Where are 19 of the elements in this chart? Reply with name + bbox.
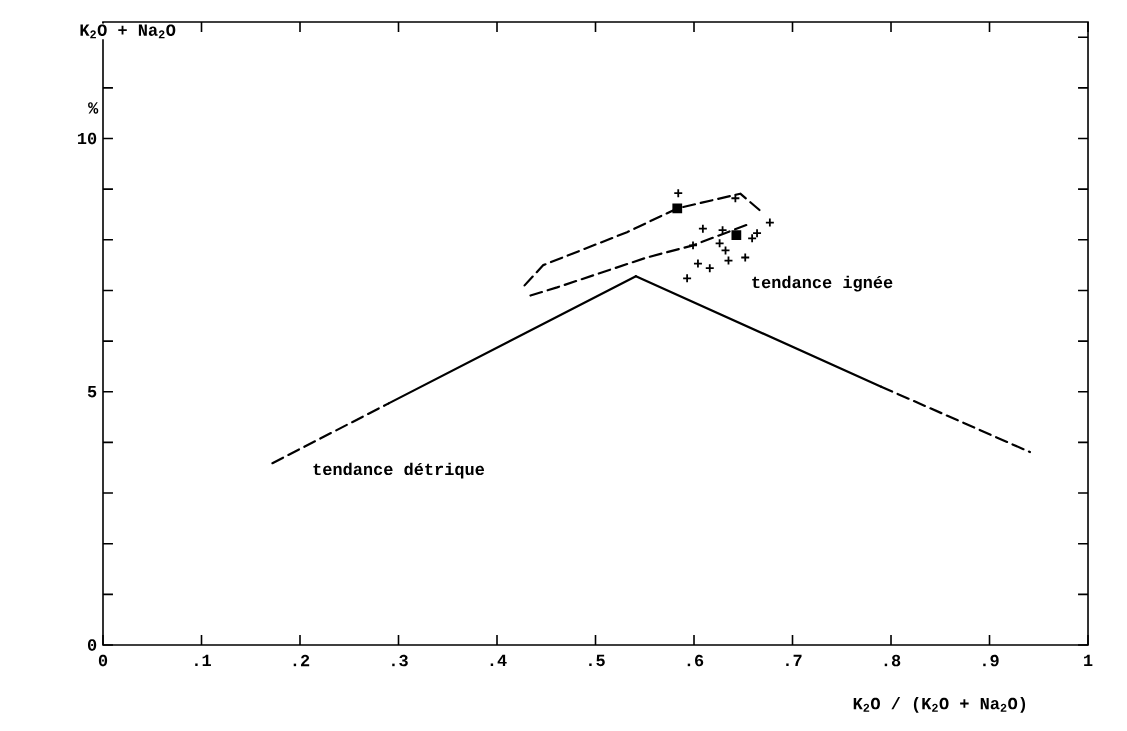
x-tick-label: 1 bbox=[1084, 654, 1093, 666]
x-tick-label: .5 bbox=[589, 654, 605, 667]
y-tick-label: 0 bbox=[87, 639, 97, 651]
x-tick-label: .7 bbox=[786, 654, 802, 666]
x-tick-label: .9 bbox=[983, 654, 999, 667]
y-axis-title: K$_{2}$O + Na$_{2}$O bbox=[80, 24, 176, 39]
x-tick-label: .8 bbox=[884, 654, 901, 667]
x-tick-label: .6 bbox=[687, 654, 704, 667]
annotation: tendance détrique bbox=[313, 462, 485, 479]
x-tick-label: .2 bbox=[293, 654, 310, 667]
text: % bbox=[88, 102, 99, 114]
x-axis-title: K$_{2}$O / (K$_{2}$O + Na$_{2}$O) bbox=[853, 696, 1026, 713]
annotation: tendance ignée bbox=[752, 275, 893, 292]
x-tick-label: .3 bbox=[392, 654, 408, 667]
y-tick-label: 5 bbox=[87, 386, 97, 398]
y-tick-label: 10 bbox=[77, 132, 97, 145]
x-tick-label: .1 bbox=[195, 654, 211, 666]
x-tick-label: .4 bbox=[490, 654, 507, 666]
x-tick-label: 0 bbox=[98, 654, 108, 667]
